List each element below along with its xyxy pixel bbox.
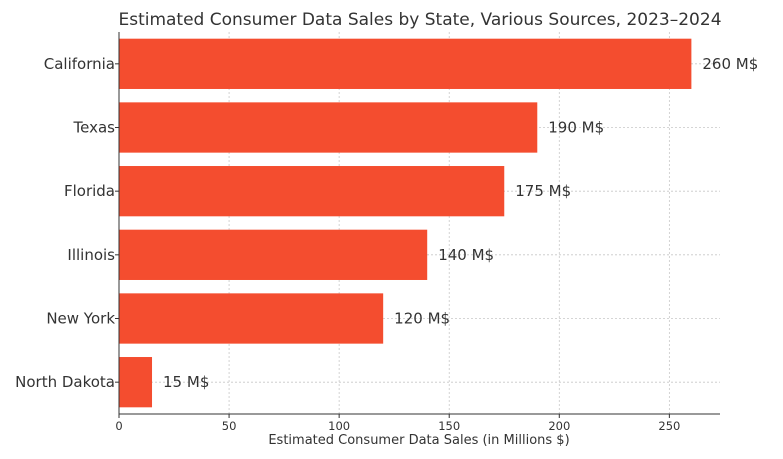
y-tick-label: Florida <box>64 182 115 200</box>
bar-north-dakota <box>119 357 153 408</box>
y-tick-label: New York <box>46 310 115 328</box>
y-tick-label: Illinois <box>67 246 115 264</box>
x-tick-label: 50 <box>222 419 237 433</box>
y-tick-label: California <box>44 55 115 73</box>
y-tick-label: Texas <box>73 119 116 137</box>
data-label: 120 M$ <box>394 310 450 328</box>
y-tick-label: North Dakota <box>15 373 115 391</box>
data-label: 190 M$ <box>548 119 604 137</box>
axes <box>118 32 720 415</box>
data-label: 140 M$ <box>438 246 494 264</box>
bar-california <box>119 38 692 89</box>
gridlines <box>118 32 720 414</box>
chart-title: Estimated Consumer Data Sales by State, … <box>118 10 721 30</box>
x-axis-title: Estimated Consumer Data Sales (in Millio… <box>268 433 569 448</box>
x-tick-label: 150 <box>438 419 460 433</box>
bar-florida <box>119 166 505 217</box>
labels: 0 50 100 150 200 250 California 260 M$ Texas 190 … <box>15 55 758 433</box>
x-tick-label: 0 <box>115 419 122 433</box>
bar-illinois <box>119 229 428 280</box>
bars <box>119 38 692 408</box>
bar-new-york <box>119 293 384 344</box>
x-tick-label: 100 <box>328 419 350 433</box>
data-label: 260 M$ <box>702 55 758 73</box>
x-tick-label: 200 <box>548 419 570 433</box>
data-label: 15 M$ <box>163 373 209 391</box>
data-label: 175 M$ <box>515 182 571 200</box>
x-tick-label: 250 <box>658 419 680 433</box>
bar-texas <box>119 102 538 153</box>
